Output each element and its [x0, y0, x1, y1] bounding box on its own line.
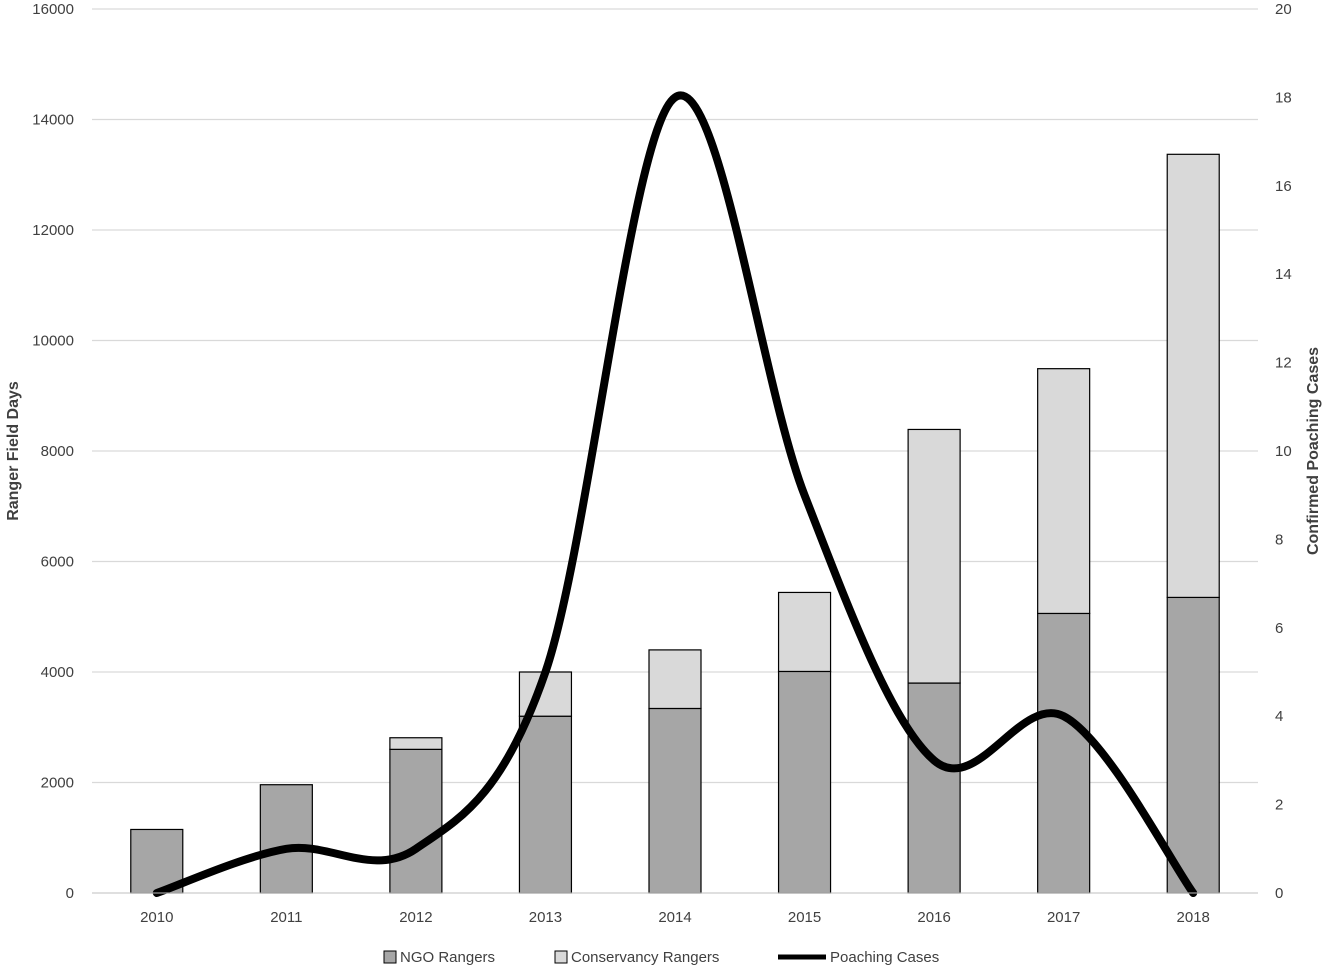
y-tick-label: 8000 [41, 443, 74, 460]
legend-swatch [383, 950, 397, 964]
y-tick-label: 4000 [41, 664, 74, 681]
y2-tick-label: 12 [1275, 355, 1292, 372]
bar-conservancy-rangers-2016 [907, 428, 961, 684]
bars [130, 153, 1220, 894]
y2-tick-label: 18 [1275, 89, 1292, 106]
x-tick-label: 2010 [140, 909, 173, 926]
x-tick-label: 2012 [399, 909, 432, 926]
y-tick-label: 6000 [41, 554, 74, 571]
x-tick-label: 2014 [658, 909, 691, 926]
bar-ngo-rangers-2015 [777, 670, 832, 894]
y-tick-label: 14000 [32, 112, 74, 129]
bar-conservancy-rangers-2015 [777, 591, 832, 673]
y-tick-label: 2000 [41, 775, 74, 792]
y2-axis-ticks: 0 2 4 6 8 10 12 14 16 18 20 [1275, 1, 1292, 902]
x-tick-label: 2011 [270, 909, 302, 926]
bar-ngo-rangers-2016 [907, 682, 961, 894]
x-tick-label: 2013 [529, 909, 562, 926]
y-tick-label: 0 [66, 885, 74, 902]
x-tick-label: 2015 [788, 909, 821, 926]
y2-axis-title: Confirmed Poaching Cases [1305, 347, 1322, 555]
y2-tick-label: 20 [1275, 1, 1292, 18]
bar-conservancy-rangers-2017 [1037, 368, 1091, 615]
bar-conservancy-rangers-2014 [648, 649, 702, 710]
y-axis-ticks: 0 2000 4000 6000 8000 10000 12000 14000 16000 [32, 1, 74, 902]
y2-tick-label: 6 [1275, 620, 1283, 637]
y2-tick-label: 0 [1275, 885, 1283, 902]
y-tick-label: 12000 [32, 222, 74, 239]
y2-tick-label: 4 [1275, 708, 1283, 725]
gridlines [92, 8, 1258, 784]
y2-tick-label: 10 [1275, 443, 1292, 460]
y2-tick-label: 8 [1275, 531, 1283, 548]
y-tick-label: 10000 [32, 333, 74, 350]
y2-tick-label: 16 [1275, 178, 1292, 195]
x-tick-label: 2017 [1047, 909, 1080, 926]
bar-conservancy-rangers-2018 [1166, 153, 1220, 599]
bar-ngo-rangers-2018 [1166, 596, 1220, 894]
legend-label: Conservancy Rangers [571, 949, 719, 966]
bar-ngo-rangers-2017 [1037, 612, 1091, 894]
legend-label: Poaching Cases [830, 949, 939, 966]
bar-ngo-rangers-2011 [259, 784, 313, 894]
poaching-cases-line [152, 91, 1198, 897]
y-tick-label: 16000 [32, 1, 74, 18]
legend-swatch [554, 950, 568, 964]
legend: NGO Rangers Conservancy Rangers Poaching C… [383, 949, 939, 966]
bar-ngo-rangers-2014 [648, 707, 702, 894]
x-tick-label: 2018 [1177, 909, 1210, 926]
y-axis-title: Ranger Field Days [5, 381, 22, 521]
bar-ngo-rangers-2013 [518, 715, 573, 894]
bar-ngo-rangers-2012 [389, 748, 443, 894]
x-tick-label: 2016 [917, 909, 950, 926]
bar-conservancy-rangers-2012 [389, 737, 443, 750]
y2-tick-label: 2 [1275, 797, 1283, 814]
x-axis-ticks: 2010 2011 2012 2013 2014 2015 2016 2017 2018 [140, 909, 1210, 926]
y2-tick-label: 14 [1275, 266, 1292, 283]
legend-label: NGO Rangers [400, 949, 495, 966]
